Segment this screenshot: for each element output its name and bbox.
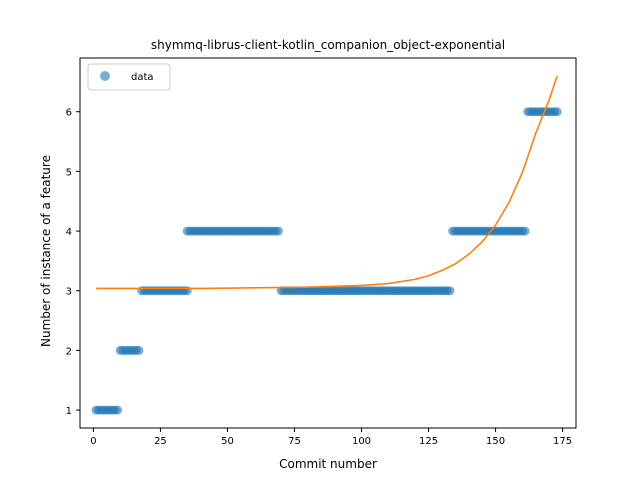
plot-frame [79, 57, 577, 429]
data-point [552, 107, 562, 117]
x-axis: 0 25 50 75 100 125 150 175 [90, 428, 572, 447]
x-tick-label: 175 [553, 436, 572, 447]
chart-title: shymmq-librus-client-kotlin_companion_ob… [151, 38, 505, 52]
y-tick-label: 6 [66, 108, 72, 119]
x-tick-label: 50 [221, 436, 234, 447]
x-axis-label: Commit number [279, 457, 377, 471]
x-tick-label: 75 [288, 436, 301, 447]
x-tick-label: 0 [90, 436, 96, 447]
data-point [445, 286, 455, 296]
legend: data [87, 63, 171, 91]
y-tick-label: 1 [66, 406, 72, 417]
legend-label-data: data [131, 72, 154, 83]
data-point [182, 286, 192, 296]
data-point [113, 405, 123, 415]
plot-area [91, 75, 562, 415]
y-tick-label: 5 [66, 167, 72, 178]
fit-line [96, 75, 558, 290]
data-point [134, 345, 144, 355]
x-tick-label: 125 [419, 436, 438, 447]
y-tick-label: 3 [66, 287, 72, 298]
x-tick-label: 25 [154, 436, 167, 447]
x-tick-label: 100 [352, 436, 371, 447]
y-axis: 1 2 3 4 5 6 [66, 108, 80, 417]
data-point [520, 226, 530, 236]
y-tick-label: 4 [66, 227, 72, 238]
legend-box [87, 63, 171, 91]
legend-marker-data [100, 71, 110, 81]
x-tick-label: 150 [486, 436, 505, 447]
y-axis-label: Number of instance of a feature [39, 155, 53, 347]
y-tick-label: 2 [66, 346, 72, 357]
data-point [273, 226, 283, 236]
